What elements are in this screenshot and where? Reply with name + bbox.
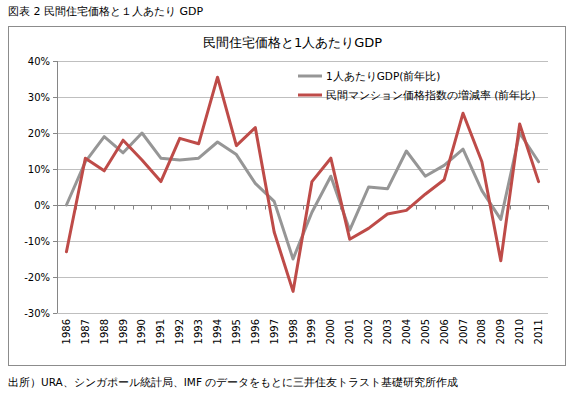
source-note: 出所）URA、シンガポール統計局、IMF のデータをもとに三井住友トラスト基礎研…	[8, 376, 458, 388]
x-tick-label: 2007	[458, 319, 469, 344]
y-tick-label: 30%	[28, 92, 50, 103]
x-tick	[57, 206, 58, 210]
y-tick-label: 10%	[28, 164, 50, 175]
y-tick	[53, 169, 57, 170]
y-axis	[57, 61, 58, 313]
x-tick-label: 2003	[382, 319, 393, 344]
chart-title: 民間住宅価格と1人あたりGDP	[203, 35, 382, 50]
x-tick-label: 1991	[155, 319, 166, 344]
y-tick	[53, 241, 57, 242]
x-tick-label: 2009	[495, 319, 506, 344]
x-tick-label: 1994	[212, 319, 223, 344]
series-group	[66, 77, 538, 291]
chart-frame	[9, 27, 566, 366]
x-tick	[95, 206, 96, 210]
x-tick-label: 1990	[136, 319, 147, 344]
x-axis	[57, 205, 548, 206]
y-tick-label: -10%	[24, 236, 50, 247]
x-tick-label: 1986	[61, 319, 72, 344]
x-tick	[303, 206, 304, 210]
x-tick	[284, 206, 285, 210]
x-tick	[397, 206, 398, 210]
x-tick-label: 1988	[99, 319, 110, 344]
y-tick	[53, 133, 57, 134]
x-tick	[435, 206, 436, 210]
x-tick	[548, 206, 549, 210]
x-tick	[454, 206, 455, 210]
x-tick	[529, 206, 530, 210]
y-tick-label: 20%	[28, 128, 50, 139]
grid-line	[57, 205, 548, 206]
x-tick	[378, 206, 379, 210]
x-tick	[510, 206, 511, 210]
x-tick-label: 2008	[476, 319, 487, 344]
x-tick	[151, 206, 152, 210]
x-tick	[472, 206, 473, 210]
grid-line	[57, 133, 548, 134]
x-tick	[416, 206, 417, 210]
y-tick	[53, 61, 57, 62]
legend-label: 1人あたりGDP(前年比)	[326, 70, 440, 82]
y-tick	[53, 313, 57, 314]
x-tick-label: 2000	[325, 319, 336, 344]
x-tick	[114, 206, 115, 210]
x-tick-label: 1993	[193, 319, 204, 344]
y-tick-label: 0%	[34, 200, 50, 211]
x-tick-label: 1998	[288, 319, 299, 344]
x-tick-label: 2011	[533, 319, 544, 344]
grid-line	[57, 313, 548, 314]
x-tick	[133, 206, 134, 210]
grid-line	[57, 169, 548, 170]
legend-swatch	[298, 94, 322, 97]
series-line	[66, 77, 538, 291]
x-tick-label: 2010	[514, 319, 525, 344]
x-tick-label: 1992	[174, 319, 185, 344]
x-tick-label: 1999	[306, 319, 317, 344]
x-tick	[227, 206, 228, 210]
x-tick-label: 1987	[80, 319, 91, 344]
x-tick-label: 1996	[250, 319, 261, 344]
x-tick-label: 2001	[344, 319, 355, 344]
y-tick	[53, 97, 57, 98]
grid-line	[57, 277, 548, 278]
x-tick	[170, 206, 171, 210]
x-tick	[208, 206, 209, 210]
x-tick	[189, 206, 190, 210]
y-tick-label: 40%	[28, 56, 50, 67]
x-tick-label: 1989	[118, 319, 129, 344]
figure-label: 図表 2 民間住宅価格と１人あたり GDP	[8, 5, 203, 18]
x-tick-label: 2004	[401, 319, 412, 344]
legend-swatch	[298, 75, 322, 78]
x-tick-label: 2005	[420, 319, 431, 344]
legend-label: 民間マンション価格指数の増減率 (前年比)	[326, 89, 536, 101]
chart: 図表 2 民間住宅価格と１人あたり GDP 出所）URA、シンガポール統計局、IM…	[0, 0, 571, 397]
x-tick-label: 1997	[269, 319, 280, 344]
x-tick-label: 1995	[231, 319, 242, 344]
x-tick-label: 2006	[439, 319, 450, 344]
x-tick-label: 2002	[363, 319, 374, 344]
y-tick-label: -30%	[24, 308, 50, 319]
y-tick	[53, 205, 57, 206]
x-tick	[321, 206, 322, 210]
grid-line	[57, 61, 548, 62]
y-tick-label: -20%	[24, 272, 50, 283]
x-tick	[265, 206, 266, 210]
x-tick	[246, 206, 247, 210]
y-tick	[53, 277, 57, 278]
